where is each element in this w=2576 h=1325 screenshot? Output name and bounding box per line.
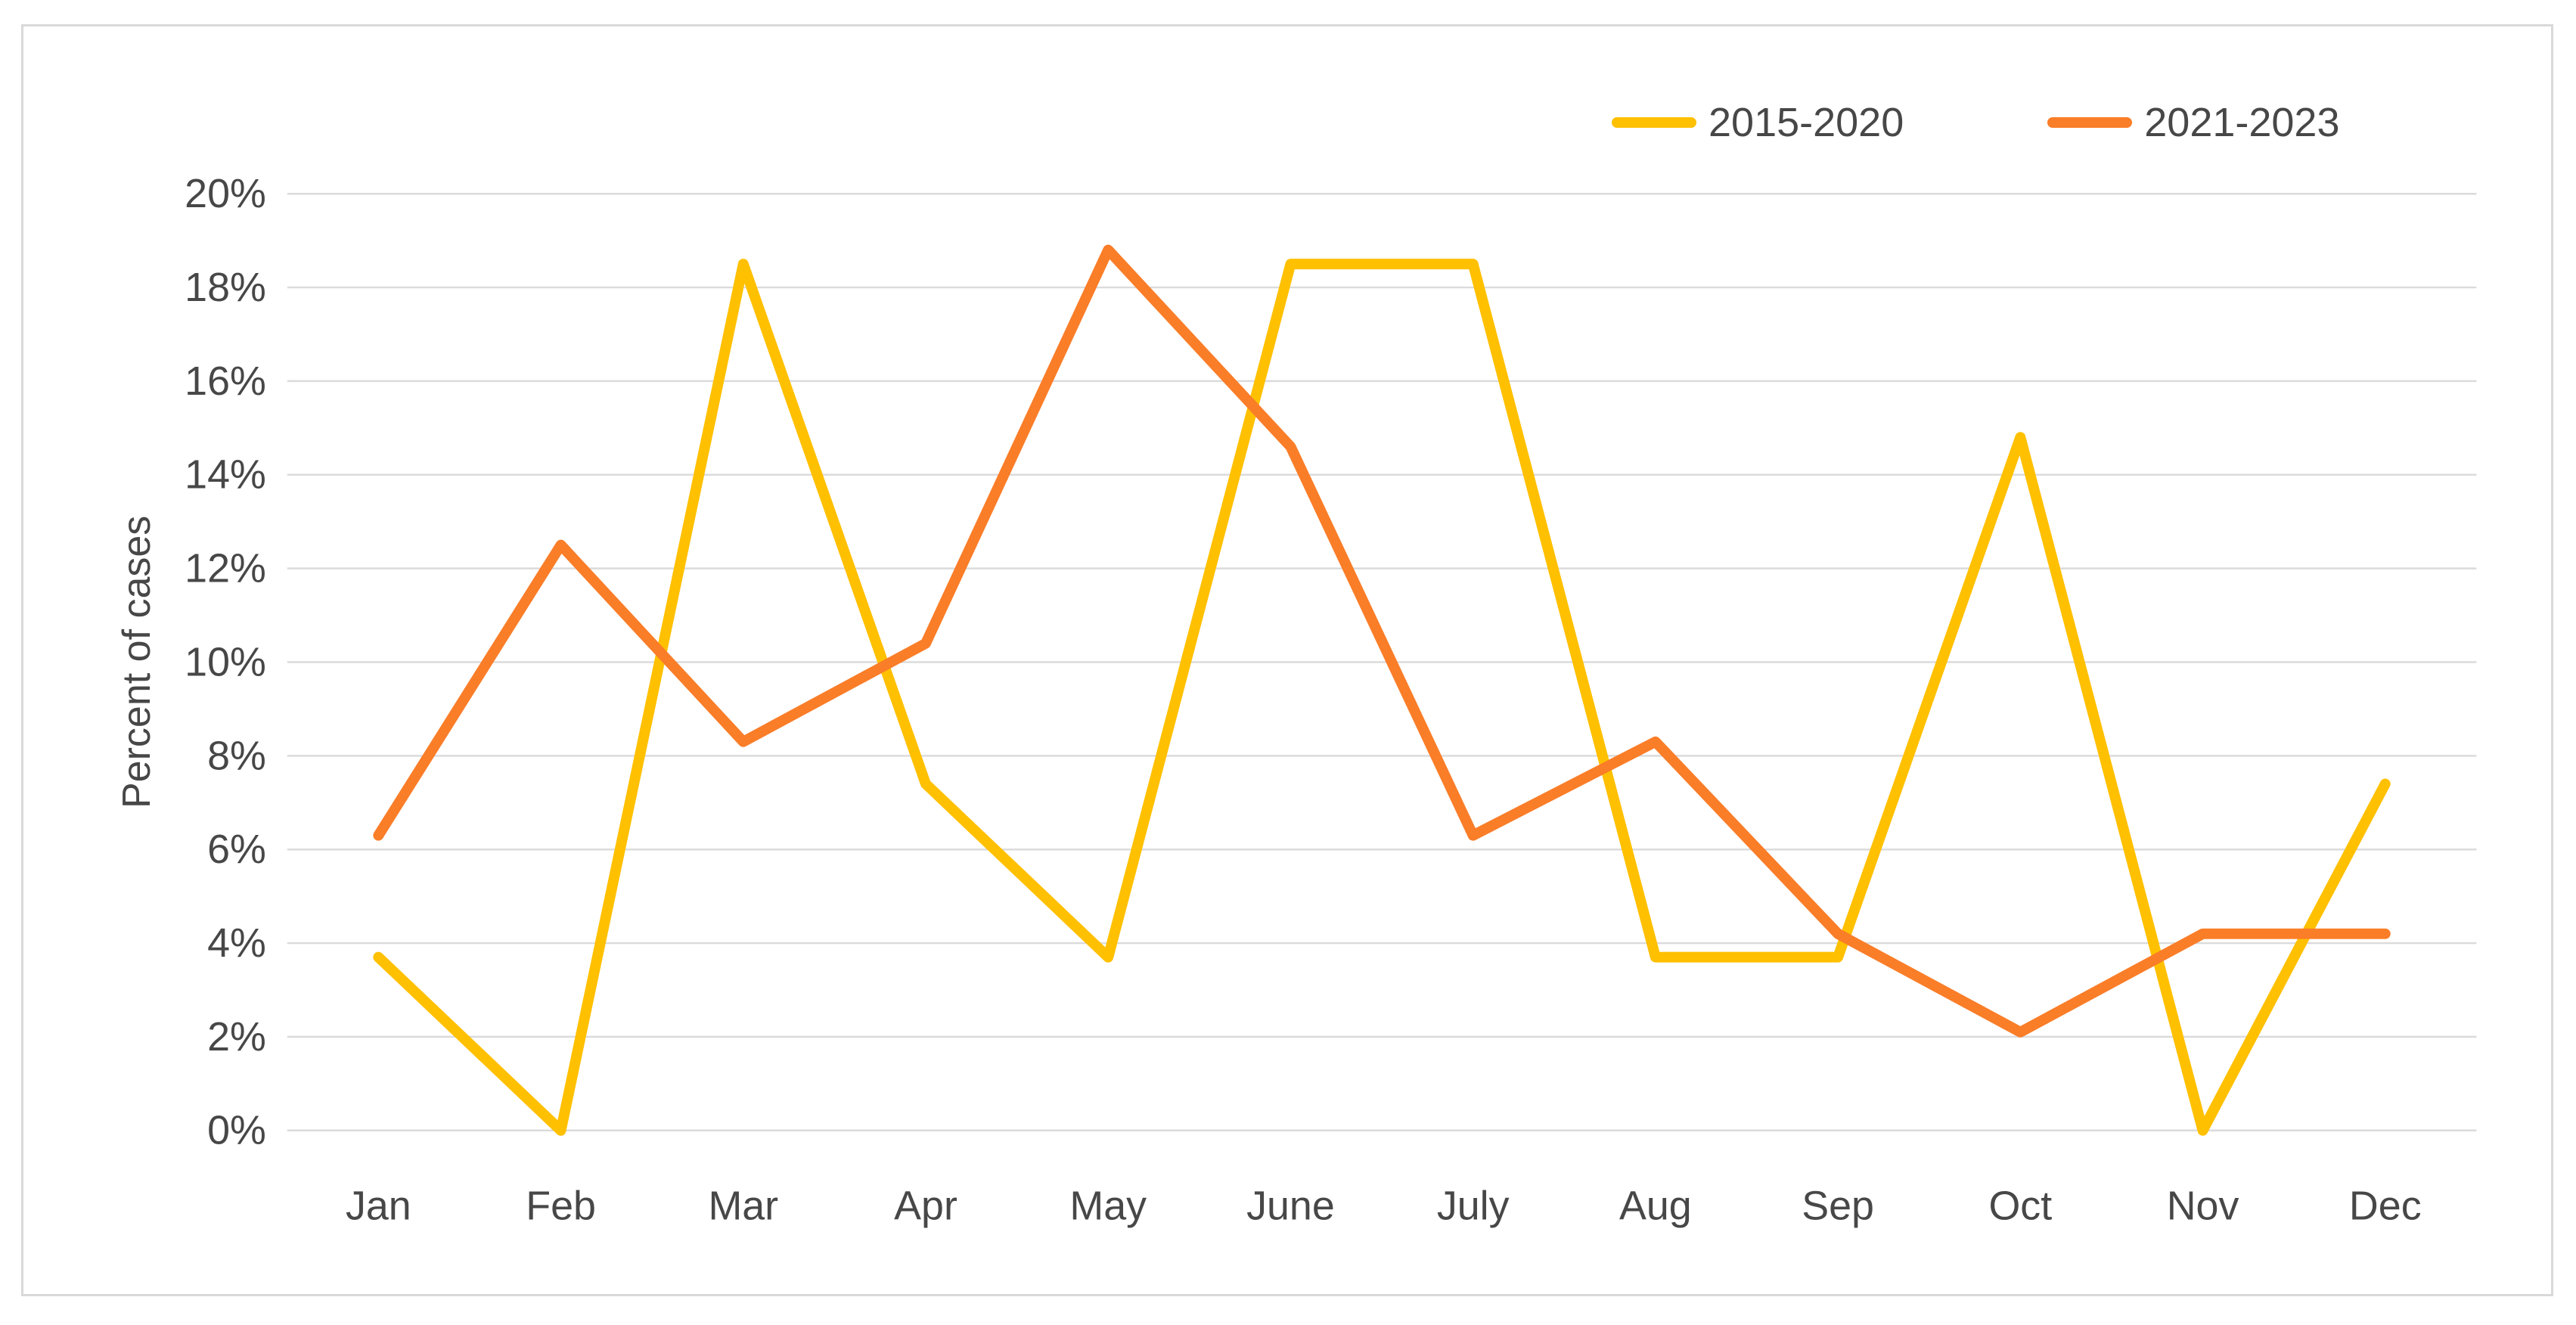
x-tick-label-sep: Sep: [1802, 1183, 1874, 1228]
x-tick-label-feb: Feb: [526, 1183, 596, 1228]
y-tick-label-18%: 18%: [185, 265, 266, 310]
y-tick-label-2%: 2%: [207, 1014, 266, 1060]
series-line-2021-2023: [373, 244, 2391, 1038]
x-tick-label-jan: Jan: [346, 1183, 411, 1228]
y-tick-label-10%: 10%: [185, 639, 266, 684]
line-chart-plot: 0% 2% 4% 6% 8% 10% 12% 14% 16% 18% 20% Jan Feb Mar Apr…: [185, 171, 2477, 1228]
legend-line-swatch-2015-2020: [1612, 117, 1696, 128]
legend-label-2021-2023: 2021-2023: [2144, 100, 2340, 145]
y-tick-label-0%: 0%: [207, 1108, 266, 1153]
legend-label-2015-2020: 2015-2020: [1709, 100, 1904, 145]
y-tick-label-4%: 4%: [207, 920, 266, 966]
x-tick-label-dec: Dec: [2349, 1183, 2422, 1228]
series-line-2015-2020: [373, 259, 2391, 1136]
legend-item-2021-2023: 2021-2023: [2047, 99, 2340, 146]
chart-frame: 2015-2020 2021-2023 Percent of cases 0% 2…: [21, 24, 2553, 1296]
x-tick-label-apr: Apr: [894, 1183, 957, 1228]
y-tick-label-16%: 16%: [185, 358, 266, 404]
x-tick-label-mar: Mar: [708, 1183, 778, 1228]
y-tick-label-14%: 14%: [185, 452, 266, 498]
legend-line-swatch-2021-2023: [2047, 117, 2133, 128]
y-tick-label-12%: 12%: [185, 546, 266, 591]
x-tick-label-nov: Nov: [2167, 1183, 2239, 1228]
x-tick-label-may: May: [1069, 1183, 1147, 1228]
x-tick-label-aug: Aug: [1619, 1183, 1692, 1228]
y-tick-label-6%: 6%: [207, 827, 266, 872]
x-tick-label-oct: Oct: [1988, 1183, 2052, 1228]
x-tick-label-july: July: [1437, 1183, 1510, 1228]
y-tick-label-20%: 20%: [185, 171, 266, 216]
legend-item-2015-2020: 2015-2020: [1612, 99, 1904, 146]
y-tick-label-8%: 8%: [207, 733, 266, 778]
legend: 2015-2020 2021-2023: [1612, 99, 2340, 146]
x-tick-label-june: June: [1246, 1183, 1335, 1228]
